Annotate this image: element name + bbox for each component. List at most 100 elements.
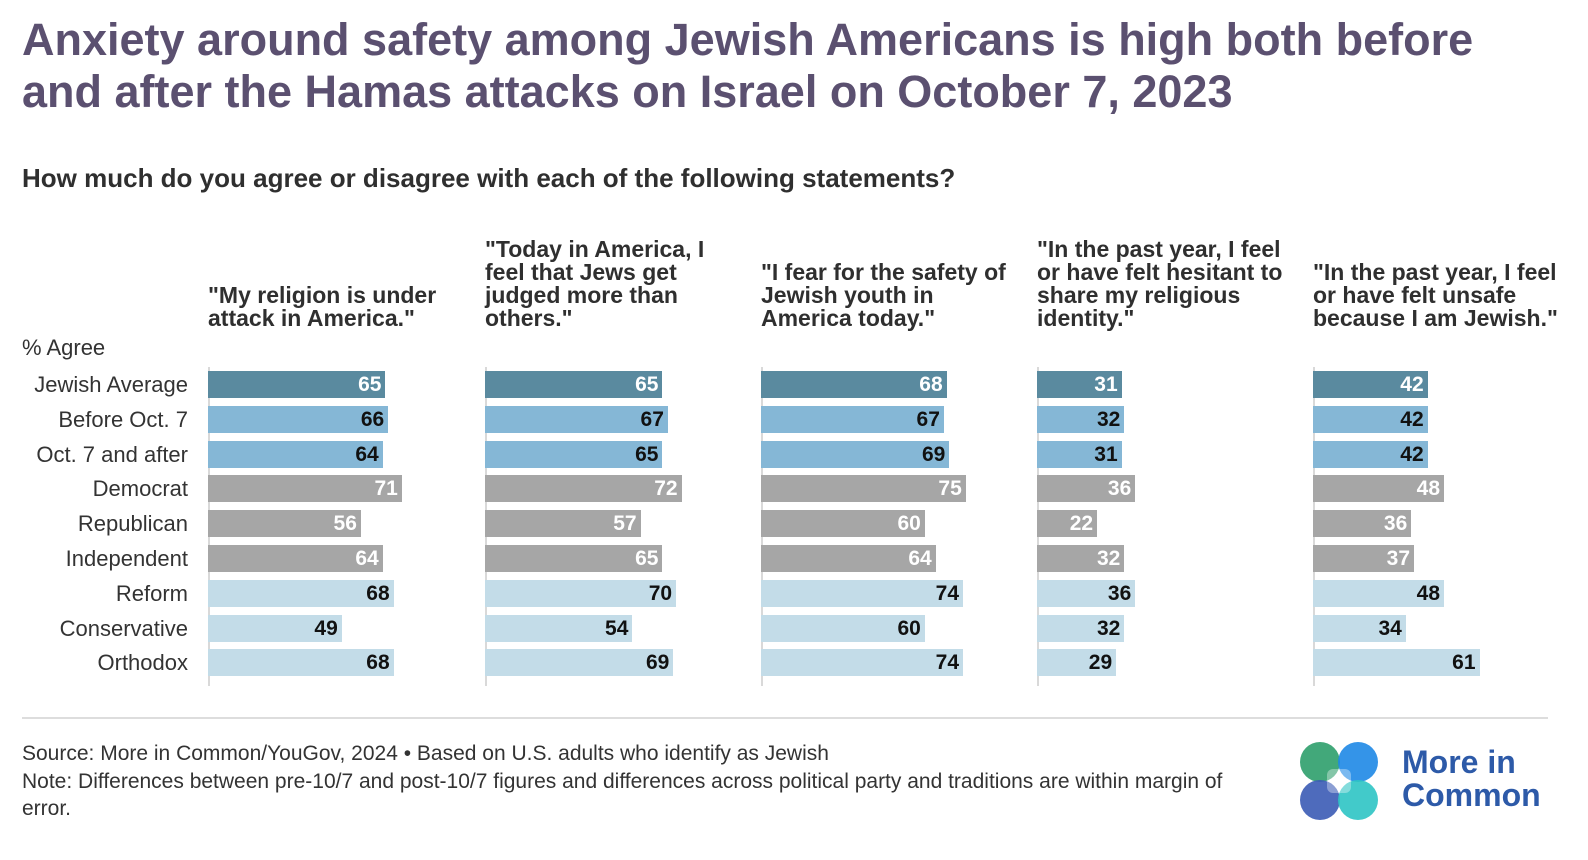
bar-value-label: 22: [1069, 512, 1094, 536]
bar: 64: [761, 545, 936, 572]
bar-value-label: 65: [358, 373, 382, 396]
bar: 22: [1037, 510, 1098, 538]
logo-circle-br: [1338, 780, 1378, 820]
bar-value-label: 56: [333, 512, 357, 536]
bar-value-label: 32: [1097, 616, 1121, 640]
bar: 57: [485, 510, 641, 538]
bar: 42: [1313, 405, 1428, 433]
statement-header: "In the past year, I feel or have felt h…: [1037, 232, 1292, 330]
bar: 48: [1313, 475, 1445, 503]
bar: 49: [208, 614, 342, 642]
bar: 68: [208, 579, 394, 607]
bar: 74: [761, 579, 964, 607]
bar-value-label: 34: [1378, 616, 1402, 640]
footer-divider: [22, 717, 1548, 719]
bar: 60: [761, 510, 925, 538]
bar: 68: [761, 371, 947, 398]
statement-header: "My religion is under attack in America.…: [208, 232, 463, 330]
bar-value-label: 69: [646, 651, 670, 675]
bar-value-label: 61: [1452, 651, 1476, 675]
row-label: Before Oct. 7: [58, 406, 188, 432]
note-text: Note: Differences between pre-10/7 and p…: [22, 770, 1223, 820]
bar-value-label: 57: [613, 512, 637, 536]
bar-value-label: 74: [935, 651, 960, 675]
bar-value-label: 60: [897, 512, 921, 536]
bar-value-label: 67: [916, 407, 940, 431]
bar: 31: [1037, 440, 1122, 468]
bar-value-label: 64: [908, 547, 932, 570]
bar: 72: [485, 475, 682, 503]
bar: 65: [485, 545, 663, 572]
bar-value-label: 69: [922, 442, 946, 466]
bar: 29: [1037, 649, 1117, 677]
logo-circle-tr: [1338, 742, 1378, 782]
bar: 65: [485, 440, 663, 468]
bar: 42: [1313, 440, 1428, 468]
bar-value-label: 64: [355, 547, 379, 570]
bar: 36: [1037, 475, 1136, 503]
bar: 54: [485, 614, 633, 642]
bar: 65: [208, 371, 386, 398]
bar-value-label: 64: [355, 442, 379, 466]
bar-value-label: 60: [897, 616, 921, 640]
bar: 69: [761, 440, 950, 468]
statement-text: "I fear for the safety of Jewish youth i…: [761, 259, 1006, 331]
bar: 67: [485, 405, 668, 433]
bar: 48: [1313, 579, 1445, 607]
row-label: Oct. 7 and after: [36, 441, 188, 467]
bar: 36: [1037, 579, 1136, 607]
bar-value-label: 48: [1416, 581, 1441, 605]
bar: 61: [1313, 649, 1480, 677]
bar-value-label: 32: [1097, 407, 1121, 431]
bar-value-label: 75: [938, 477, 962, 501]
statement-header: "I fear for the safety of Jewish youth i…: [761, 232, 1016, 330]
logo-text: More in Common: [1402, 746, 1572, 812]
bar: 34: [1313, 614, 1406, 642]
bar-value-label: 32: [1097, 547, 1121, 570]
bar-value-label: 68: [366, 651, 390, 675]
bar: 60: [761, 614, 925, 642]
row-label: Independent: [65, 546, 188, 571]
bar: 37: [1313, 545, 1414, 572]
row-label: Democrat: [92, 476, 188, 502]
bar-value-label: 70: [648, 581, 673, 605]
statement-text: "My religion is under attack in America.…: [208, 282, 437, 331]
bar: 32: [1037, 405, 1125, 433]
bar-value-label: 42: [1400, 407, 1424, 431]
bar-value-label: 36: [1383, 512, 1408, 536]
row-label: Republican: [77, 511, 188, 537]
bar-value-label: 65: [635, 547, 659, 570]
bar-value-label: 67: [640, 407, 664, 431]
bar: 64: [208, 545, 383, 572]
bar: 36: [1313, 510, 1412, 538]
bar-value-label: 31: [1094, 373, 1118, 396]
bar-value-label: 68: [366, 581, 390, 605]
bar: 70: [485, 579, 677, 607]
bar-value-label: 49: [314, 616, 338, 640]
bar-value-label: 65: [635, 442, 659, 466]
statement-header: "In the past year, I feel or have felt u…: [1313, 232, 1568, 330]
bar-value-label: 42: [1400, 373, 1424, 396]
bar: 32: [1037, 614, 1125, 642]
bar-value-label: 36: [1107, 477, 1132, 501]
bar: 56: [208, 510, 361, 538]
statement-text: "Today in America, I feel that Jews get …: [485, 236, 705, 331]
bar: 75: [761, 475, 966, 503]
logo-circle-bl: [1300, 780, 1340, 820]
bar-value-label: 36: [1107, 581, 1132, 605]
bar-value-label: 54: [605, 616, 629, 640]
chart-subtitle: How much do you agree or disagree with e…: [22, 163, 956, 193]
bar: 42: [1313, 371, 1428, 398]
source-text: Source: More in Common/YouGov, 2024 • Ba…: [22, 742, 829, 765]
unit-label: % Agree: [22, 335, 106, 360]
bar: 71: [208, 475, 402, 503]
bar: 68: [208, 649, 394, 677]
row-label: Conservative: [59, 615, 188, 641]
bar-value-label: 72: [654, 477, 678, 501]
bar: 74: [761, 649, 964, 677]
bar: 32: [1037, 545, 1125, 572]
logo-icon: [1300, 742, 1378, 820]
logo-circle-tl: [1300, 742, 1340, 782]
chart-title: Anxiety around safety among Jewish Ameri…: [22, 14, 1474, 117]
bar: 66: [208, 405, 389, 433]
